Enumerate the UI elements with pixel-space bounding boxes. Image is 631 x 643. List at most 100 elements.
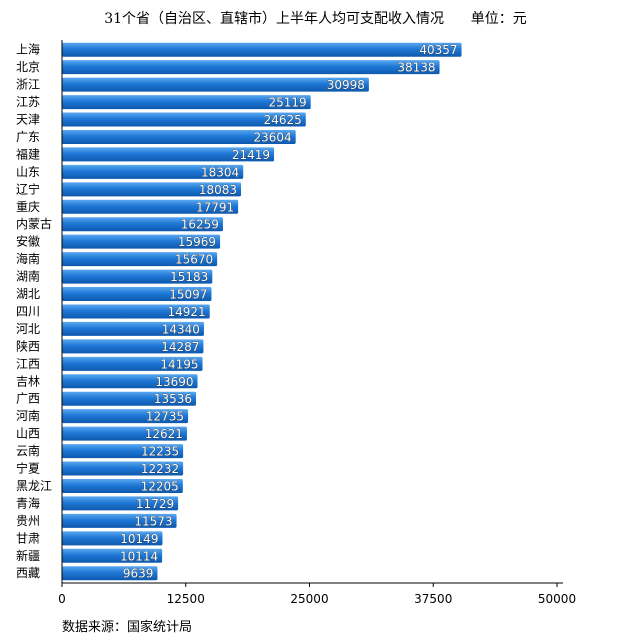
category-label: 贵州 <box>16 514 40 528</box>
chart-title-text: 31个省（自治区、直辖市）上半年人均可支配收入情况 <box>104 11 445 27</box>
bar <box>62 77 369 92</box>
value-label: 23604 <box>253 130 291 144</box>
bar <box>62 391 197 406</box>
x-tick-label: 50000 <box>538 592 576 606</box>
value-label: 12235 <box>141 445 179 459</box>
value-label: 15670 <box>175 253 213 267</box>
category-label: 河南 <box>16 408 40 423</box>
value-label: 15183 <box>170 270 208 284</box>
bar <box>62 287 212 302</box>
category-label: 甘肃 <box>16 531 40 545</box>
value-label: 30998 <box>327 78 365 92</box>
bar <box>62 147 275 162</box>
category-label: 福建 <box>16 146 40 161</box>
x-tick-label: 0 <box>58 592 66 606</box>
bar <box>62 426 187 441</box>
bar <box>62 531 163 546</box>
value-label: 14921 <box>168 305 206 319</box>
bar <box>62 199 239 214</box>
value-label: 14287 <box>161 340 199 354</box>
value-label: 14340 <box>162 322 200 336</box>
bar <box>62 339 204 354</box>
category-label: 重庆 <box>16 200 40 214</box>
category-label: 宁夏 <box>16 461 40 476</box>
bars-group: 上海 40357 北京 38138 浙江 30998 江苏 25119 天津 24625 广东 236… <box>16 42 462 581</box>
value-label: 14195 <box>160 357 198 371</box>
category-label: 山东 <box>16 165 40 179</box>
value-label: 18304 <box>201 165 239 179</box>
category-label: 湖南 <box>16 269 40 284</box>
category-label: 天津 <box>16 113 40 127</box>
bar <box>62 95 311 110</box>
bar <box>62 234 221 249</box>
category-label: 山西 <box>16 427 40 441</box>
data-source: 数据来源：国家统计局 <box>62 620 193 635</box>
value-label: 13690 <box>155 375 193 389</box>
bar <box>62 566 158 581</box>
category-label: 西藏 <box>16 566 40 580</box>
category-label: 上海 <box>16 42 40 57</box>
bar <box>62 164 244 179</box>
category-label: 浙江 <box>16 78 40 92</box>
category-label: 江西 <box>16 357 40 371</box>
category-label: 北京 <box>16 60 40 74</box>
bar <box>62 478 183 493</box>
value-label: 12205 <box>141 479 179 493</box>
x-tick-label: 37500 <box>414 592 452 606</box>
bar <box>62 444 184 459</box>
value-label: 15969 <box>178 235 216 249</box>
chart-unit: 单位：元 <box>470 11 527 27</box>
category-label: 广东 <box>16 130 40 144</box>
category-label: 安徽 <box>16 234 40 249</box>
value-label: 12621 <box>145 427 183 441</box>
value-label: 40357 <box>419 43 457 57</box>
bar <box>62 60 440 75</box>
value-label: 21419 <box>232 148 270 162</box>
bar <box>62 496 179 511</box>
bar <box>62 217 223 232</box>
value-label: 15097 <box>169 288 207 302</box>
category-label: 湖北 <box>16 286 40 301</box>
category-label: 新疆 <box>16 548 40 563</box>
bar <box>62 461 184 476</box>
bar <box>62 182 242 197</box>
category-label: 陕西 <box>16 338 40 353</box>
category-label: 辽宁 <box>16 181 40 196</box>
bar <box>62 374 198 389</box>
bar <box>62 321 204 336</box>
value-label: 16259 <box>181 218 219 232</box>
value-label: 11573 <box>134 514 172 528</box>
value-label: 9639 <box>123 567 154 581</box>
bar <box>62 304 210 319</box>
category-label: 云南 <box>16 443 40 458</box>
value-label: 17791 <box>196 200 234 214</box>
value-label: 13536 <box>154 392 192 406</box>
category-label: 广西 <box>16 392 40 406</box>
value-label: 25119 <box>268 96 306 110</box>
value-label: 12232 <box>141 462 179 476</box>
bar <box>62 42 462 57</box>
value-label: 10114 <box>120 549 158 563</box>
category-label: 内蒙古 <box>16 216 52 231</box>
bar <box>62 548 163 563</box>
value-label: 24625 <box>264 113 302 127</box>
value-label: 11729 <box>136 497 174 511</box>
bar <box>62 356 203 371</box>
bar <box>62 129 296 144</box>
bar <box>62 269 213 284</box>
chart-title: 31个省（自治区、直辖市）上半年人均可支配收入情况 单位：元 <box>0 8 631 28</box>
category-label: 海南 <box>16 251 40 266</box>
category-label: 江苏 <box>16 95 40 109</box>
bar <box>62 252 218 267</box>
value-label: 10149 <box>120 532 158 546</box>
bar <box>62 112 306 127</box>
category-label: 青海 <box>16 495 40 510</box>
axes-group: 0 12500 25000 37500 50000 <box>58 40 576 606</box>
x-tick-label: 25000 <box>290 592 328 606</box>
category-label: 河北 <box>16 322 40 336</box>
category-label: 四川 <box>16 304 40 318</box>
x-tick-label: 12500 <box>167 592 205 606</box>
category-label: 吉林 <box>16 374 40 388</box>
value-label: 38138 <box>397 61 435 75</box>
